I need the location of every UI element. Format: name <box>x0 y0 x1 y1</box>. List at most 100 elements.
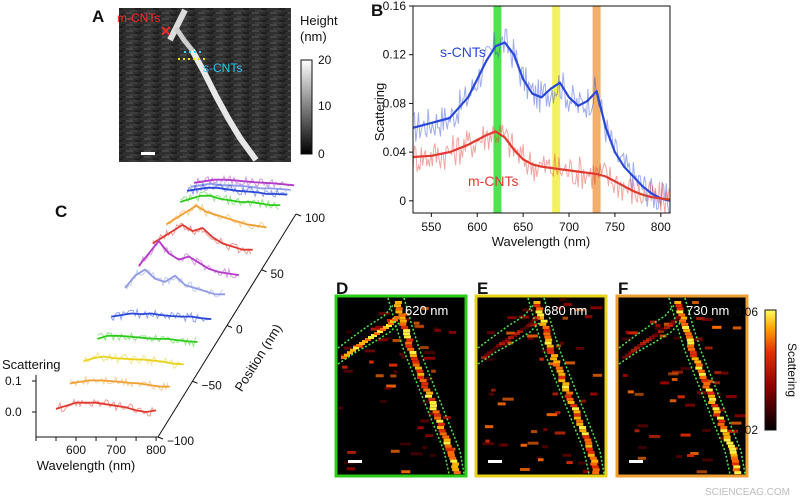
panel-b-highlight-bands <box>493 6 601 213</box>
m-strand-segment <box>528 322 534 325</box>
speckle <box>448 330 457 334</box>
speckle <box>423 356 436 360</box>
cnt-outline-2 <box>618 303 676 349</box>
speckle <box>563 302 573 306</box>
strand-segment <box>686 338 694 342</box>
speckle <box>583 470 590 474</box>
m-strand-segment <box>380 328 386 331</box>
speckle <box>634 392 644 396</box>
strand-segment <box>731 462 739 466</box>
b-xtick-label-650: 650 <box>513 220 533 234</box>
strand-segment <box>585 447 593 451</box>
height-colorbar-tick-bottom: 0 <box>318 147 325 161</box>
speckle <box>502 343 509 347</box>
b-xtick-label-550: 550 <box>421 220 441 234</box>
speckle <box>502 397 514 401</box>
panel-c-ylabel: Scattering <box>2 357 61 372</box>
strand-segment <box>449 456 457 460</box>
panel-f-scale-bar <box>629 460 643 463</box>
cnt-outline-3 <box>337 321 401 365</box>
strand-segment <box>687 344 695 348</box>
m-strand-segment <box>377 330 383 333</box>
strand-segment <box>709 397 717 401</box>
speckle <box>420 419 430 423</box>
panel-f-map <box>615 294 749 478</box>
speckle <box>590 392 598 396</box>
speckle <box>527 337 534 341</box>
m-strand-segment <box>664 326 670 329</box>
c-trace--40 <box>97 334 198 343</box>
strand-segment <box>543 332 551 336</box>
strand-segment <box>573 413 581 417</box>
panel-b-y-ticks: 0 0.04 0.08 0.12 0.16 <box>383 0 413 208</box>
speckle <box>649 435 661 439</box>
speckle <box>680 433 691 437</box>
speckle <box>730 421 742 425</box>
strand-segment <box>587 451 595 454</box>
m-strand-segment <box>499 342 505 345</box>
strand-segment <box>717 422 725 426</box>
strand-segment <box>553 360 561 364</box>
speckle <box>541 349 548 353</box>
strand-segment <box>734 471 742 475</box>
strand-segment <box>417 372 425 376</box>
panel-f-background <box>617 296 747 476</box>
strand-segment <box>555 366 563 370</box>
speckle <box>392 339 402 343</box>
panel-f-border <box>615 294 749 478</box>
strand-segment <box>687 341 695 345</box>
strand-segment <box>544 335 552 339</box>
m-strand-segment <box>484 353 490 357</box>
c-raw-trace-40 <box>152 222 252 255</box>
speckle <box>680 367 692 371</box>
strand-segment <box>576 422 584 426</box>
m-strand-segment <box>655 332 661 335</box>
strand-segment <box>675 304 683 308</box>
strand-segment <box>712 407 720 411</box>
panel-e-map <box>474 294 608 478</box>
strand-segment <box>550 357 558 361</box>
panel-f-letter: F <box>618 279 628 298</box>
strand-segment <box>695 363 703 367</box>
panel-e-background <box>476 296 606 476</box>
strand-segment <box>425 394 433 398</box>
speckle <box>695 338 704 342</box>
speckle <box>685 403 696 407</box>
c-raw-trace--20 <box>110 307 210 323</box>
speckle <box>520 467 530 471</box>
scattering-colorbar <box>764 309 777 431</box>
speckle <box>401 470 411 474</box>
speckle <box>732 326 742 330</box>
speckle <box>637 424 648 428</box>
speckle <box>579 399 587 403</box>
speckle <box>677 395 685 399</box>
scattering-colorbar-tick-top: 0.06 <box>735 305 759 319</box>
strand-segment <box>552 363 560 367</box>
b-ytick-label-0.12: 0.12 <box>383 48 407 62</box>
panel-c-xlabel: Wavelength (nm) <box>37 458 136 473</box>
speckle <box>542 445 549 449</box>
speckle <box>375 325 387 329</box>
strand-segment <box>585 441 593 445</box>
strand-segment <box>547 351 555 354</box>
speckle <box>719 436 726 440</box>
speckle <box>417 426 424 430</box>
speckle <box>659 334 667 338</box>
speckle <box>403 312 410 316</box>
strand-segment <box>681 322 689 326</box>
series-line-m-CNTs <box>412 130 671 201</box>
m-strand-segment <box>526 324 532 327</box>
strand-segment <box>452 462 460 466</box>
strand-segment <box>713 413 721 417</box>
strand-segment <box>562 385 570 389</box>
c-pos-tick--100 <box>157 436 164 440</box>
s-cnts-label: s-CNTs <box>203 61 242 75</box>
legend-m-cnts: m-CNTs <box>468 173 519 189</box>
speckle <box>548 362 557 366</box>
strand-segment <box>556 369 564 373</box>
speckle <box>712 325 722 329</box>
strand-segment <box>718 419 726 423</box>
m-strand-segment <box>347 351 353 355</box>
cnt-outline-0 <box>527 297 590 475</box>
